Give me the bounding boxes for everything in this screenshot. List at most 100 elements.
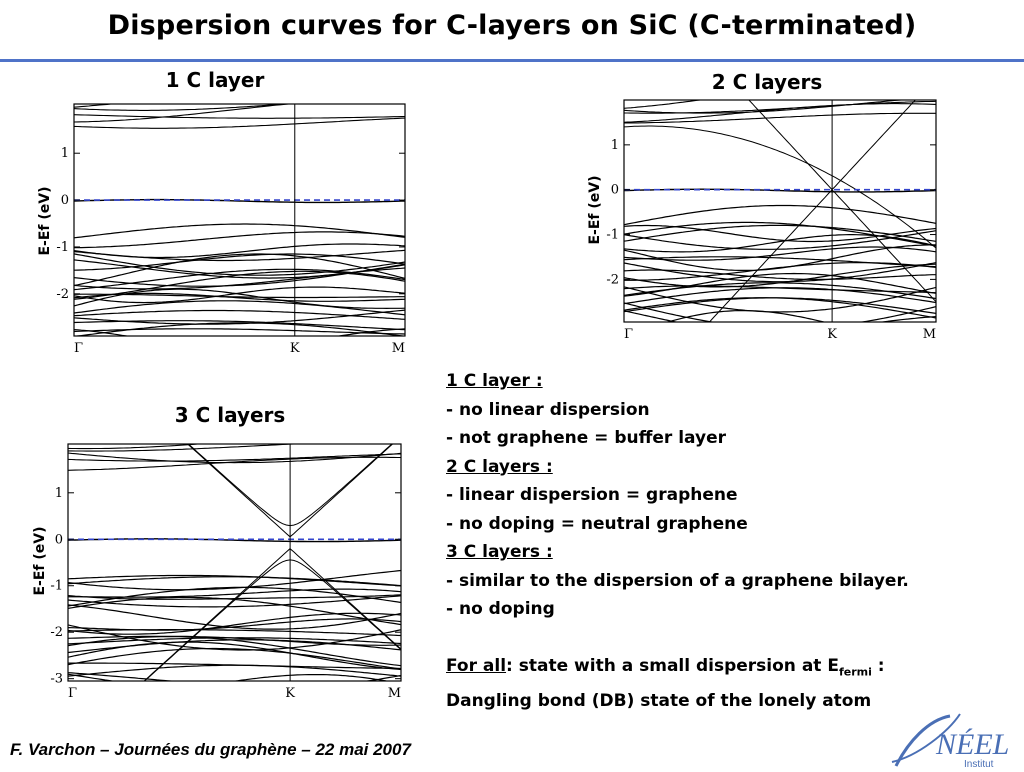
valence-band (74, 309, 405, 320)
conduction-band (68, 453, 401, 462)
valence-band (68, 685, 401, 702)
conduction-band (624, 100, 907, 114)
note-line: - no linear dispersion (446, 399, 650, 420)
conduction-band (74, 104, 295, 123)
band-plot-2: 1 0 -1 -2 Γ K M (600, 92, 965, 347)
institut-neel-logo: NÉEL Institut (888, 712, 1024, 772)
note-line: - similar to the dispersion of a graphen… (446, 570, 909, 591)
valence-band (74, 270, 405, 300)
y-tick-label: -1 (50, 579, 63, 594)
valence-band (624, 287, 936, 305)
x-tick-label: K (290, 341, 300, 356)
dirac-cone-upper (748, 100, 916, 191)
valence-band (74, 249, 405, 262)
x-tick-label: M (392, 341, 405, 356)
valence-band (68, 704, 401, 727)
valence-band (624, 323, 936, 329)
valence-band (74, 328, 405, 336)
conduction-band (68, 444, 304, 452)
bilayer-upper-2 (187, 444, 393, 527)
valence-band (74, 253, 405, 271)
y-tick-label: 0 (55, 532, 63, 547)
valence-band (74, 340, 405, 352)
valence-band (624, 246, 936, 261)
note-for-all: For all: state with a small dispersion a… (446, 652, 1016, 687)
title-underline (0, 59, 1024, 62)
y-tick-label: 0 (61, 193, 69, 208)
band-plot-1-svg: 1 0 -1 -2 Γ K M (56, 103, 406, 356)
valence-band (68, 727, 401, 730)
y-tick-label: -2 (56, 287, 69, 302)
valence-band (624, 310, 679, 322)
valence-band (68, 706, 401, 737)
valence-band (74, 293, 405, 299)
valence-band (74, 346, 405, 357)
x-tick-label: Γ (624, 327, 633, 342)
valence-band (231, 674, 390, 681)
valence-band (74, 300, 405, 316)
logo-graphic: NÉEL Institut (891, 713, 1009, 770)
conduction-band (74, 104, 292, 111)
valence-band (68, 688, 401, 700)
y-tick-label: -2 (50, 625, 63, 640)
x-tick-label: K (827, 327, 837, 342)
valence-band (74, 322, 405, 336)
valence-band (68, 629, 401, 637)
x-tick-label: Γ (74, 341, 83, 356)
plot-frame (623, 99, 937, 323)
plot-frame (73, 103, 406, 337)
bilayer-upper-1 (186, 444, 394, 538)
valence-band (74, 268, 405, 291)
bands-group (74, 104, 405, 396)
y-tick-label: 1 (61, 146, 69, 161)
valence-band (68, 695, 401, 711)
valence-band (68, 586, 401, 607)
valence-band (624, 269, 936, 280)
conduction-band (74, 117, 405, 129)
note-line: - no doping = neutral graphene (446, 513, 748, 534)
valence-band (877, 316, 936, 322)
valence-band (68, 641, 401, 671)
valence-band (624, 338, 936, 358)
ylabel-1: E-Ef (eV) (37, 186, 53, 256)
x-tick-label: K (285, 686, 295, 701)
valence-band (68, 647, 401, 670)
valence-band (74, 231, 405, 249)
conduction-band (74, 104, 118, 108)
conduction-band (624, 100, 936, 114)
valence-band (68, 636, 401, 667)
y-tick-label: 1 (611, 138, 619, 153)
pi-band (624, 125, 936, 249)
valence-band (74, 350, 405, 367)
note-blank (446, 624, 1016, 653)
valence-band (68, 672, 177, 681)
valence-band (624, 359, 936, 367)
valence-band (74, 377, 405, 396)
slide-title: Dispersion curves for C-layers on SiC (C… (107, 10, 917, 41)
panel-title-1: 1 C layer (165, 68, 265, 92)
y-tick-label: -1 (56, 240, 69, 255)
logo-subtext: Institut (964, 759, 994, 768)
note-heading-1: 1 C layer : (446, 371, 543, 391)
conduction-band (68, 444, 206, 450)
x-tick-label: Γ (68, 686, 77, 701)
valence-band (74, 358, 405, 380)
bands-group (624, 100, 936, 367)
notes-block: 1 C layer : - no linear dispersion - not… (446, 367, 1016, 715)
valence-band (68, 604, 401, 630)
valence-band (624, 297, 936, 319)
valence-band (74, 355, 405, 374)
for-all-end: : (871, 656, 885, 676)
valence-band (68, 664, 401, 677)
valence-band (74, 223, 405, 239)
valence-band (74, 320, 405, 331)
note-line: Dangling bond (DB) state of the lonely a… (446, 690, 872, 711)
note-heading-3: 3 C layers : (446, 542, 553, 562)
valence-band (74, 288, 405, 310)
valence-band (74, 286, 405, 304)
band-plot-3: 1 0 -1 -2 -3 Γ K M (46, 436, 416, 706)
x-tick-label: M (388, 686, 401, 701)
valence-band (624, 302, 936, 322)
y-tick-label: -1 (606, 228, 619, 243)
valence-band (74, 374, 405, 393)
